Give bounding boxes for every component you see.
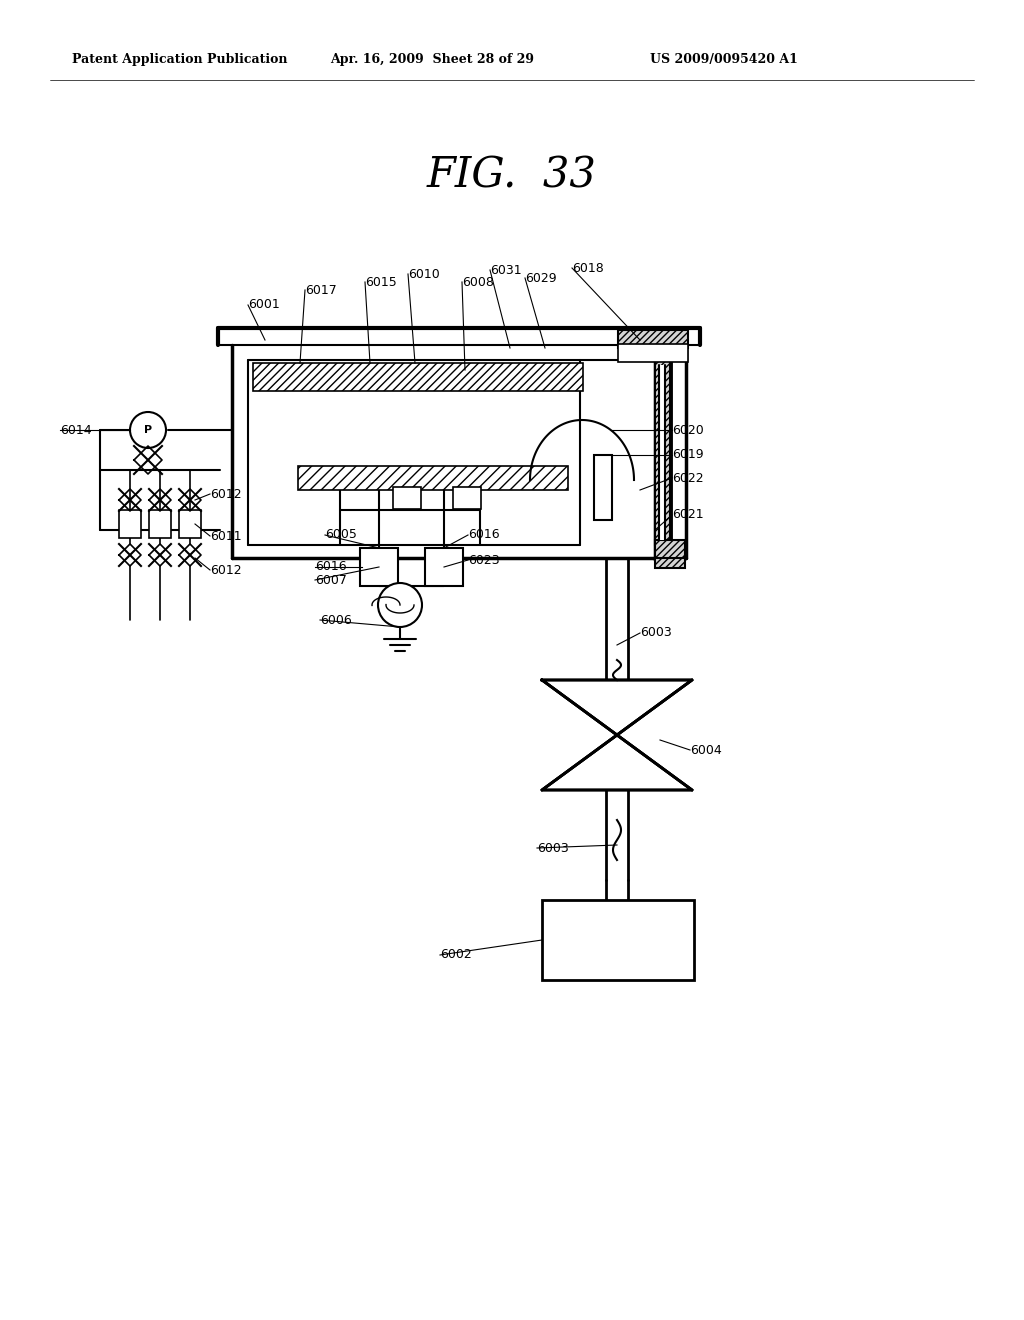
Text: Apr. 16, 2009  Sheet 28 of 29: Apr. 16, 2009 Sheet 28 of 29	[330, 54, 534, 66]
Circle shape	[130, 412, 166, 447]
Bar	[655, 540, 685, 560]
Bar	[618, 345, 688, 362]
Text: 6003: 6003	[640, 627, 672, 639]
Text: 6022: 6022	[672, 471, 703, 484]
Circle shape	[378, 583, 422, 627]
Text: 6015: 6015	[365, 276, 396, 289]
Bar	[425, 548, 463, 586]
Bar	[393, 487, 421, 510]
Text: FIG.  33: FIG. 33	[427, 154, 597, 195]
Text: 6003: 6003	[537, 842, 568, 854]
Text: 6006: 6006	[319, 614, 352, 627]
Text: 6023: 6023	[468, 553, 500, 566]
Bar	[253, 363, 583, 391]
Text: 6031: 6031	[490, 264, 521, 276]
Text: 6001: 6001	[248, 298, 280, 312]
Bar	[655, 558, 685, 568]
Bar	[179, 510, 201, 539]
Text: 6007: 6007	[315, 573, 347, 586]
Bar	[655, 360, 670, 545]
Text: 6012: 6012	[210, 564, 242, 577]
Text: 6005: 6005	[325, 528, 357, 541]
Text: P: P	[144, 425, 152, 436]
Text: 6004: 6004	[690, 743, 722, 756]
Text: 6014: 6014	[60, 424, 91, 437]
Text: 6029: 6029	[525, 272, 557, 285]
Text: 6016: 6016	[315, 561, 347, 573]
Text: 6018: 6018	[572, 261, 604, 275]
Text: 6017: 6017	[305, 284, 337, 297]
Text: US 2009/0095420 A1: US 2009/0095420 A1	[650, 54, 798, 66]
Bar	[119, 510, 141, 539]
Text: 6016: 6016	[468, 528, 500, 541]
Text: 6021: 6021	[672, 508, 703, 521]
Text: 6002: 6002	[440, 949, 472, 961]
Bar	[618, 330, 688, 348]
Text: 6020: 6020	[672, 424, 703, 437]
Polygon shape	[542, 680, 692, 735]
Text: 6011: 6011	[210, 529, 242, 543]
Text: Patent Application Publication: Patent Application Publication	[72, 54, 288, 66]
Bar	[150, 510, 171, 539]
Bar	[298, 466, 568, 490]
Bar	[594, 455, 612, 520]
Text: 6019: 6019	[672, 449, 703, 462]
Bar	[659, 366, 666, 540]
Text: 6008: 6008	[462, 276, 494, 289]
Text: 6010: 6010	[408, 268, 439, 281]
Bar	[453, 487, 481, 510]
Text: 6012: 6012	[210, 487, 242, 500]
Polygon shape	[542, 735, 692, 789]
Bar	[542, 900, 694, 979]
Bar	[360, 548, 398, 586]
